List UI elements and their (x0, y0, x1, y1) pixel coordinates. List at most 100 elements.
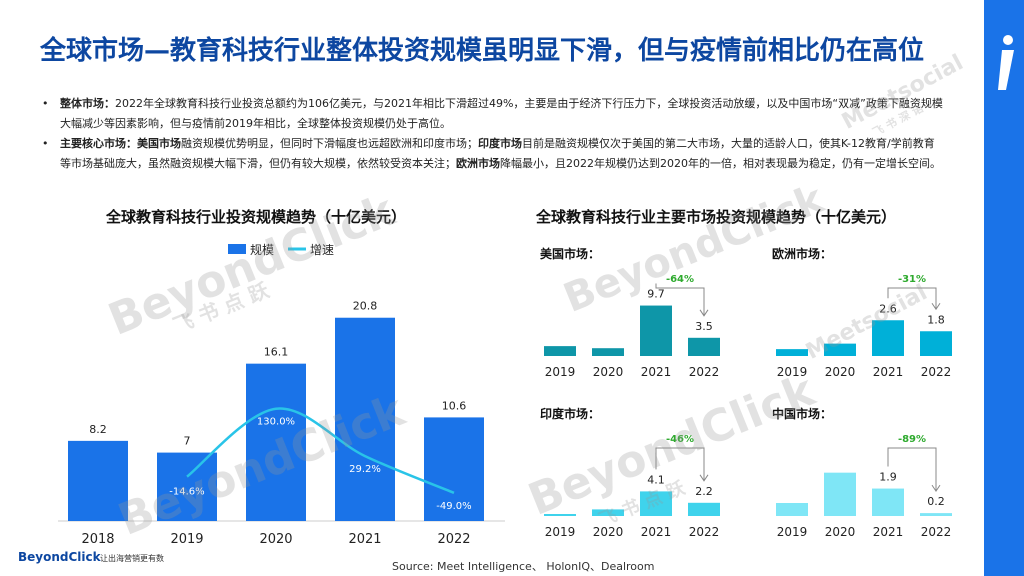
panel-title: 欧洲市场： (772, 246, 832, 261)
legend-label-growth: 增速 (310, 243, 334, 257)
x-tick-label: 2022 (921, 365, 952, 379)
market-panel: 美国市场： 2019 2020 9.7 2021 3.5 2022 -64% (540, 246, 720, 379)
x-tick-label: 2021 (348, 532, 381, 547)
bar-value-label: 4.1 (647, 473, 665, 486)
x-tick-label: 2020 (825, 365, 856, 379)
x-tick-label: 2022 (689, 365, 720, 379)
bar-value-label: 10.6 (442, 399, 467, 412)
bar-2020 (592, 348, 624, 356)
change-bracket (887, 287, 937, 310)
bar-value-label: 7 (184, 435, 191, 448)
bar-2021 (872, 320, 904, 356)
x-tick-label: 2021 (641, 525, 672, 539)
bar-value-label: 2.2 (695, 485, 713, 498)
x-tick-label: 2020 (825, 525, 856, 539)
panel-title: 印度市场： (540, 406, 600, 421)
bar-2022 (920, 513, 952, 516)
x-tick-label: 2021 (873, 525, 904, 539)
bar-2019 (544, 346, 576, 356)
global-investment-chart: 规模 增速 8.2 2018 7 2019 16.1 2020 20.8 2021 10.6 2022… (58, 242, 505, 547)
bullet-text: 降幅最小，且2022年规模仍达到2020年的一倍，相对表现最为稳定，仍有一定增长… (500, 157, 941, 170)
market-panel: 中国市场： 2019 2020 1.9 2021 0.2 2022 -89% (772, 406, 952, 539)
bar-value-label: 8.2 (89, 423, 107, 436)
bar-2021 (640, 305, 672, 356)
bullet-label: 主要核心市场： (60, 137, 137, 150)
growth-label: -14.6% (169, 487, 204, 498)
x-tick-label: 2021 (873, 365, 904, 379)
change-bracket (655, 447, 705, 481)
bullet-keyword: 美国市场 (137, 137, 181, 150)
x-tick-label: 2020 (593, 525, 624, 539)
bullet-text: 2022年全球教育科技行业投资总额约为106亿美元，与2021年相比下滑超过49… (60, 97, 943, 130)
legend-label-scale: 规模 (250, 242, 274, 257)
change-bracket (887, 447, 937, 492)
x-tick-label: 2021 (641, 365, 672, 379)
bar-2018 (68, 440, 128, 521)
bar-2021 (872, 488, 904, 516)
panel-title: 美国市场： (540, 246, 600, 261)
change-arrow-icon (699, 309, 709, 317)
bar-value-label: 1.8 (927, 313, 945, 326)
x-tick-label: 2019 (777, 525, 808, 539)
x-tick-label: 2022 (921, 525, 952, 539)
bar-value-label: 16.1 (264, 346, 289, 359)
x-tick-label: 2019 (545, 525, 576, 539)
bar-2022 (920, 331, 952, 356)
x-tick-label: 2022 (437, 532, 470, 547)
panel-title: 中国市场： (772, 406, 832, 421)
legend-swatch-scale (228, 244, 246, 254)
change-arrow-icon (931, 484, 941, 493)
brand-mark-icon (998, 35, 1014, 90)
bar-value-label: 0.2 (927, 495, 945, 508)
change-label: -31% (898, 274, 926, 285)
bar-2019 (544, 514, 576, 516)
x-tick-label: 2020 (259, 532, 292, 547)
bullet-text: 融资规模优势明显，但同时下滑幅度也远超欧洲和印度市场； (181, 137, 478, 150)
markets-chart-title: 全球教育科技行业主要市场投资规模趋势（十亿美元） (536, 208, 897, 226)
change-arrow-icon (699, 474, 709, 482)
summary-bullets: 整体市场：2022年全球教育科技行业投资总额约为106亿美元，与2021年相比下… (40, 94, 945, 174)
change-arrow-icon (931, 302, 941, 311)
bullet-keyword: 印度市场 (478, 137, 522, 150)
x-tick-label: 2019 (777, 365, 808, 379)
footer-logo: BeyondClick (18, 550, 101, 564)
bar-2020 (246, 363, 306, 521)
bar-2019 (776, 503, 808, 516)
bar-2021 (335, 317, 395, 521)
bar-value-label: 2.6 (879, 302, 897, 315)
bar-value-label: 9.7 (647, 288, 665, 301)
bar-value-label: 3.5 (695, 320, 713, 333)
global-chart-title: 全球教育科技行业投资规模趋势（十亿美元） (106, 208, 407, 226)
market-panel: 欧洲市场： 2019 2020 2.6 2021 1.8 2022 -31% (772, 246, 952, 379)
bar-2020 (592, 509, 624, 516)
bar-2022 (688, 502, 720, 516)
x-tick-label: 2020 (593, 365, 624, 379)
bullet-overall: 整体市场：2022年全球教育科技行业投资总额约为106亿美元，与2021年相比下… (40, 94, 945, 134)
x-tick-label: 2022 (689, 525, 720, 539)
bar-2021 (640, 491, 672, 516)
bar-2020 (824, 472, 856, 516)
bar-2019 (776, 349, 808, 356)
bar-2022 (688, 337, 720, 356)
growth-label: -49.0% (436, 501, 471, 512)
growth-line (186, 407, 455, 494)
source-note: Source: Meet Intelligence、 HolonIQ、Dealr… (392, 560, 655, 573)
bullet-label: 整体市场： (60, 97, 115, 110)
bar-value-label: 20.8 (353, 300, 378, 313)
x-tick-label: 2018 (81, 532, 114, 547)
bullet-core-markets: 主要核心市场：美国市场融资规模优势明显，但同时下滑幅度也远超欧洲和印度市场；印度… (40, 134, 945, 174)
bar-value-label: 1.9 (879, 471, 897, 484)
right-accent-strip (984, 0, 1024, 576)
change-label: -46% (666, 434, 694, 445)
change-bracket (655, 283, 705, 316)
page-title: 全球市场—教育科技行业整体投资规模虽明显下滑，但与疫情前相比仍在高位 (40, 36, 925, 66)
footer-tagline: 让出海营销更有数 (100, 554, 164, 563)
bullet-text: 目前是融资规模仅次于美国的第二大市场，大量的适龄人口，使其K-12教育/学前教育… (60, 137, 935, 170)
bullet-keyword: 欧洲市场 (456, 157, 500, 170)
bar-2022 (424, 417, 484, 521)
x-tick-label: 2019 (170, 532, 203, 547)
market-panel: 印度市场： 2019 2020 4.1 2021 2.2 2022 -46% (540, 406, 720, 539)
growth-label: 29.2% (349, 464, 381, 475)
change-label: -89% (898, 434, 926, 445)
change-label: -64% (666, 274, 694, 285)
